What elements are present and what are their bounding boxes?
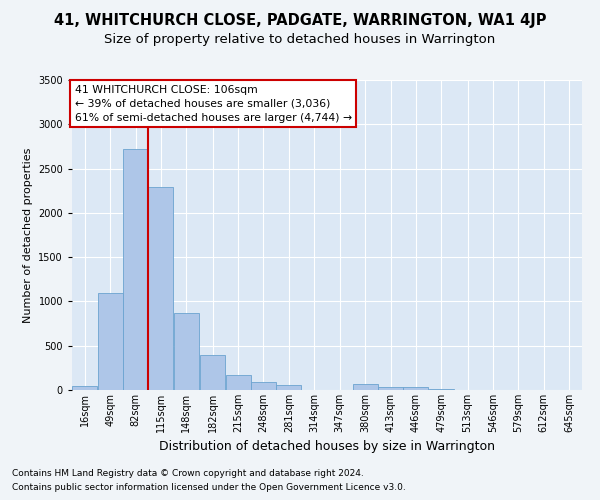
Bar	[403, 388, 428, 390]
Bar	[174, 313, 199, 390]
Text: Contains public sector information licensed under the Open Government Licence v3: Contains public sector information licen…	[12, 484, 406, 492]
Bar	[251, 382, 276, 390]
Bar	[353, 384, 377, 390]
Bar	[200, 354, 225, 390]
Bar	[98, 294, 122, 390]
Text: 41, WHITCHURCH CLOSE, PADGATE, WARRINGTON, WA1 4JP: 41, WHITCHURCH CLOSE, PADGATE, WARRINGTO…	[54, 12, 546, 28]
Text: Contains HM Land Registry data © Crown copyright and database right 2024.: Contains HM Land Registry data © Crown c…	[12, 468, 364, 477]
Bar	[123, 149, 148, 390]
Bar	[226, 376, 251, 390]
Bar	[429, 389, 454, 390]
Bar	[277, 384, 301, 390]
Text: 41 WHITCHURCH CLOSE: 106sqm
← 39% of detached houses are smaller (3,036)
61% of : 41 WHITCHURCH CLOSE: 106sqm ← 39% of det…	[74, 84, 352, 122]
Bar	[378, 388, 403, 390]
Bar	[148, 187, 173, 390]
Bar	[72, 386, 97, 390]
Text: Size of property relative to detached houses in Warrington: Size of property relative to detached ho…	[104, 32, 496, 46]
Y-axis label: Number of detached properties: Number of detached properties	[23, 148, 32, 322]
X-axis label: Distribution of detached houses by size in Warrington: Distribution of detached houses by size …	[159, 440, 495, 454]
